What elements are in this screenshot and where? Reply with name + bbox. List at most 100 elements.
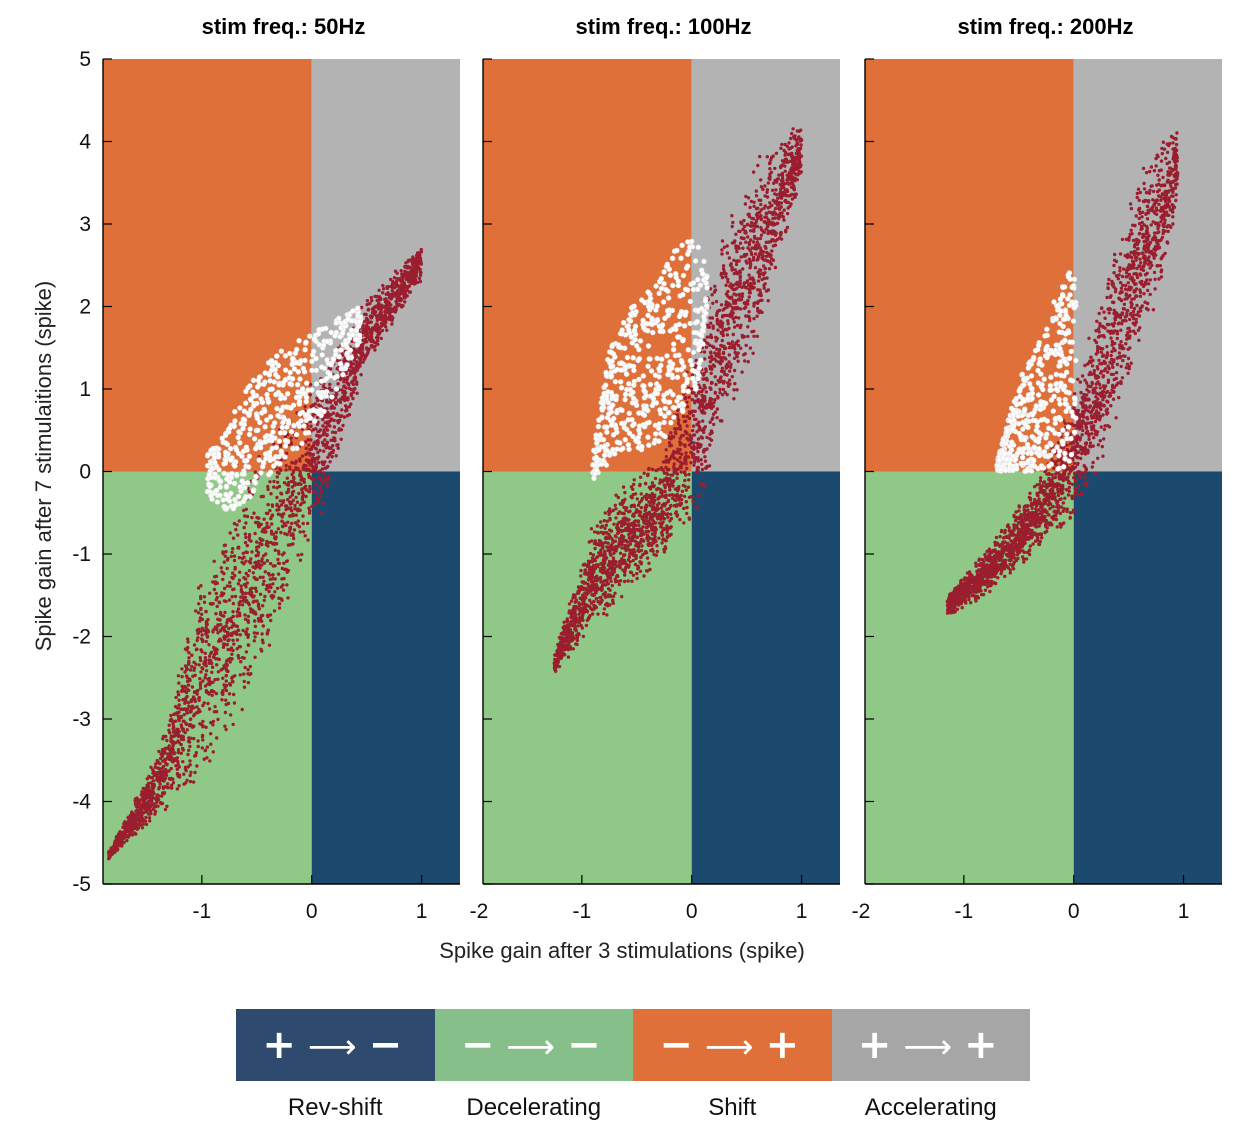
white-point — [223, 491, 229, 498]
red-point — [265, 632, 269, 636]
red-point — [642, 471, 646, 475]
red-point — [724, 272, 728, 276]
red-point — [317, 434, 321, 438]
white-point — [234, 471, 240, 478]
red-point — [286, 490, 290, 494]
red-point — [253, 635, 257, 639]
red-point — [351, 396, 355, 401]
red-point — [678, 460, 682, 464]
white-point — [293, 432, 300, 438]
red-point — [231, 631, 235, 635]
red-point — [176, 762, 180, 767]
red-point — [721, 267, 726, 271]
red-point — [204, 669, 209, 673]
red-point — [263, 594, 267, 599]
white-point — [239, 453, 245, 459]
red-point — [378, 311, 382, 315]
white-point — [280, 414, 287, 420]
red-point — [699, 458, 703, 462]
red-point — [204, 725, 208, 729]
red-point — [742, 218, 746, 223]
red-point — [158, 782, 162, 786]
red-point — [349, 393, 353, 398]
red-point — [334, 402, 338, 406]
red-point — [721, 264, 726, 268]
red-point — [164, 773, 169, 778]
red-points-series — [107, 247, 423, 861]
red-point — [200, 734, 205, 739]
red-point — [244, 585, 248, 589]
red-point — [111, 847, 116, 851]
red-point — [256, 551, 261, 555]
red-point — [370, 307, 375, 311]
red-point — [222, 560, 226, 564]
red-point — [754, 207, 759, 211]
red-point — [290, 521, 294, 526]
red-point — [235, 632, 239, 636]
red-point — [733, 325, 737, 329]
red-point — [237, 578, 242, 582]
red-point — [252, 631, 257, 635]
red-point — [381, 287, 386, 291]
red-point — [286, 596, 290, 600]
red-point — [358, 348, 362, 353]
red-point — [223, 629, 227, 633]
red-point — [333, 430, 338, 435]
red-point — [764, 212, 769, 216]
red-point — [277, 602, 282, 606]
y-tick-label: -3 — [72, 708, 91, 731]
red-point — [405, 288, 409, 292]
red-point — [253, 470, 257, 474]
red-point — [220, 591, 224, 595]
red-point — [226, 701, 231, 706]
red-point — [678, 517, 682, 522]
red-point — [702, 350, 707, 354]
red-point — [139, 793, 144, 797]
red-point — [605, 613, 609, 617]
red-point — [275, 475, 279, 479]
red-point — [180, 667, 184, 671]
red-point — [198, 656, 202, 660]
red-point — [126, 816, 130, 820]
red-point — [180, 746, 185, 751]
red-point — [259, 619, 264, 623]
red-point — [709, 321, 713, 325]
red-point — [375, 322, 379, 326]
red-point — [292, 528, 297, 532]
white-point — [278, 392, 284, 398]
red-point — [157, 778, 162, 782]
white-point — [253, 474, 259, 480]
red-point — [228, 580, 232, 585]
red-point — [183, 647, 188, 651]
white-point — [313, 408, 319, 414]
red-point — [292, 477, 296, 481]
red-point — [203, 684, 208, 688]
red-point — [167, 744, 171, 748]
white-point — [260, 464, 266, 470]
red-point — [138, 805, 143, 810]
white-point — [288, 405, 294, 411]
red-point — [567, 602, 572, 606]
red-point — [650, 504, 654, 509]
red-point — [182, 772, 186, 776]
red-point — [201, 667, 205, 671]
red-point — [273, 564, 277, 568]
white-point — [211, 455, 218, 461]
red-point — [219, 594, 223, 598]
red-point — [253, 624, 258, 629]
red-point — [602, 611, 606, 616]
red-point — [235, 610, 239, 614]
red-point — [115, 835, 120, 839]
y-tick-label: -5 — [72, 873, 91, 896]
red-point — [604, 523, 608, 527]
white-point — [256, 457, 262, 463]
red-point — [647, 561, 651, 565]
red-point — [268, 613, 273, 617]
white-point — [277, 430, 284, 436]
red-point — [362, 357, 366, 361]
red-point — [230, 595, 234, 599]
red-point — [685, 424, 689, 428]
red-point — [761, 187, 765, 192]
red-point — [359, 373, 363, 377]
red-point — [649, 548, 653, 553]
